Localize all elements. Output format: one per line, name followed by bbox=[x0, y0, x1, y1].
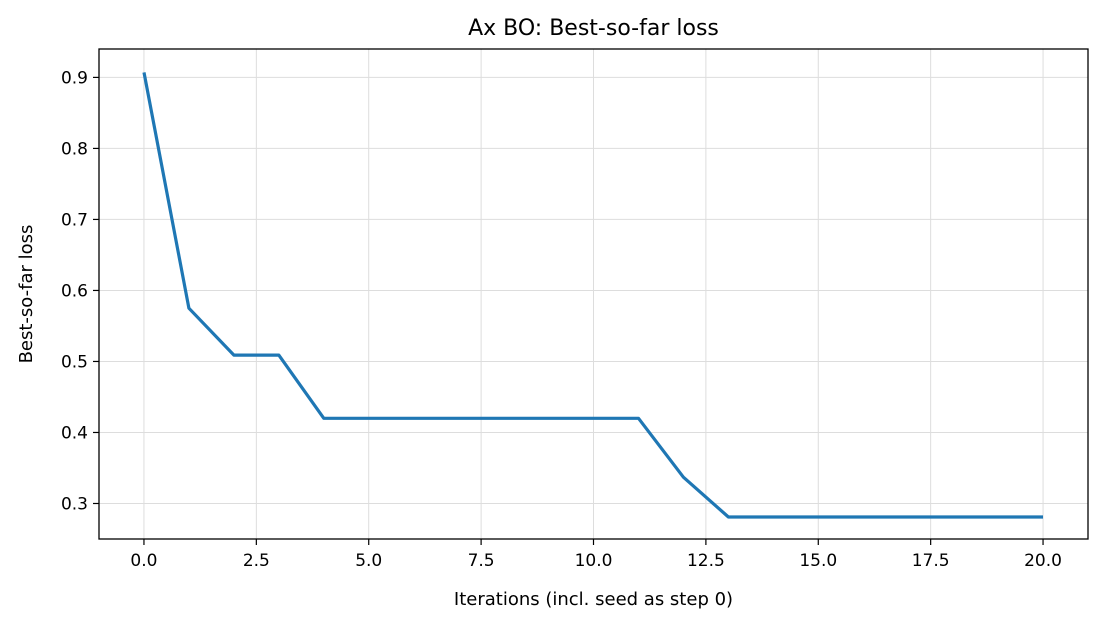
y-tick-label: 0.9 bbox=[61, 68, 88, 88]
y-tick-label: 0.5 bbox=[61, 352, 88, 372]
y-axis-ticks: 0.3 0.4 0.5 0.6 0.7 0.8 0.9 bbox=[61, 68, 99, 514]
x-axis-label: Iterations (incl. seed as step 0) bbox=[454, 589, 733, 610]
x-tick-label: 17.5 bbox=[912, 551, 950, 571]
x-tick-label: 10.0 bbox=[575, 551, 613, 571]
series-group bbox=[142, 72, 1043, 519]
y-tick-label: 0.6 bbox=[61, 281, 88, 301]
x-tick-label: 12.5 bbox=[687, 551, 725, 571]
grid-lines bbox=[99, 49, 1088, 539]
x-tick-label: 2.5 bbox=[243, 551, 270, 571]
x-tick-label: 5.0 bbox=[355, 551, 382, 571]
chart-title: Ax BO: Best-so-far loss bbox=[468, 16, 719, 41]
y-tick-label: 0.4 bbox=[61, 423, 88, 443]
y-axis-label: Best-so-far loss bbox=[16, 225, 37, 364]
x-axis-ticks: 0.0 2.5 5.0 7.5 10.0 12.5 15.0 17.5 20.0 bbox=[130, 539, 1062, 571]
y-tick-label: 0.8 bbox=[61, 139, 88, 159]
series-line bbox=[142, 72, 1043, 519]
x-tick-label: 0.0 bbox=[130, 551, 157, 571]
x-tick-label: 15.0 bbox=[799, 551, 837, 571]
x-tick-label: 20.0 bbox=[1024, 551, 1062, 571]
y-tick-label: 0.7 bbox=[61, 210, 88, 230]
x-tick-label: 7.5 bbox=[468, 551, 495, 571]
y-tick-label: 0.3 bbox=[61, 494, 88, 514]
